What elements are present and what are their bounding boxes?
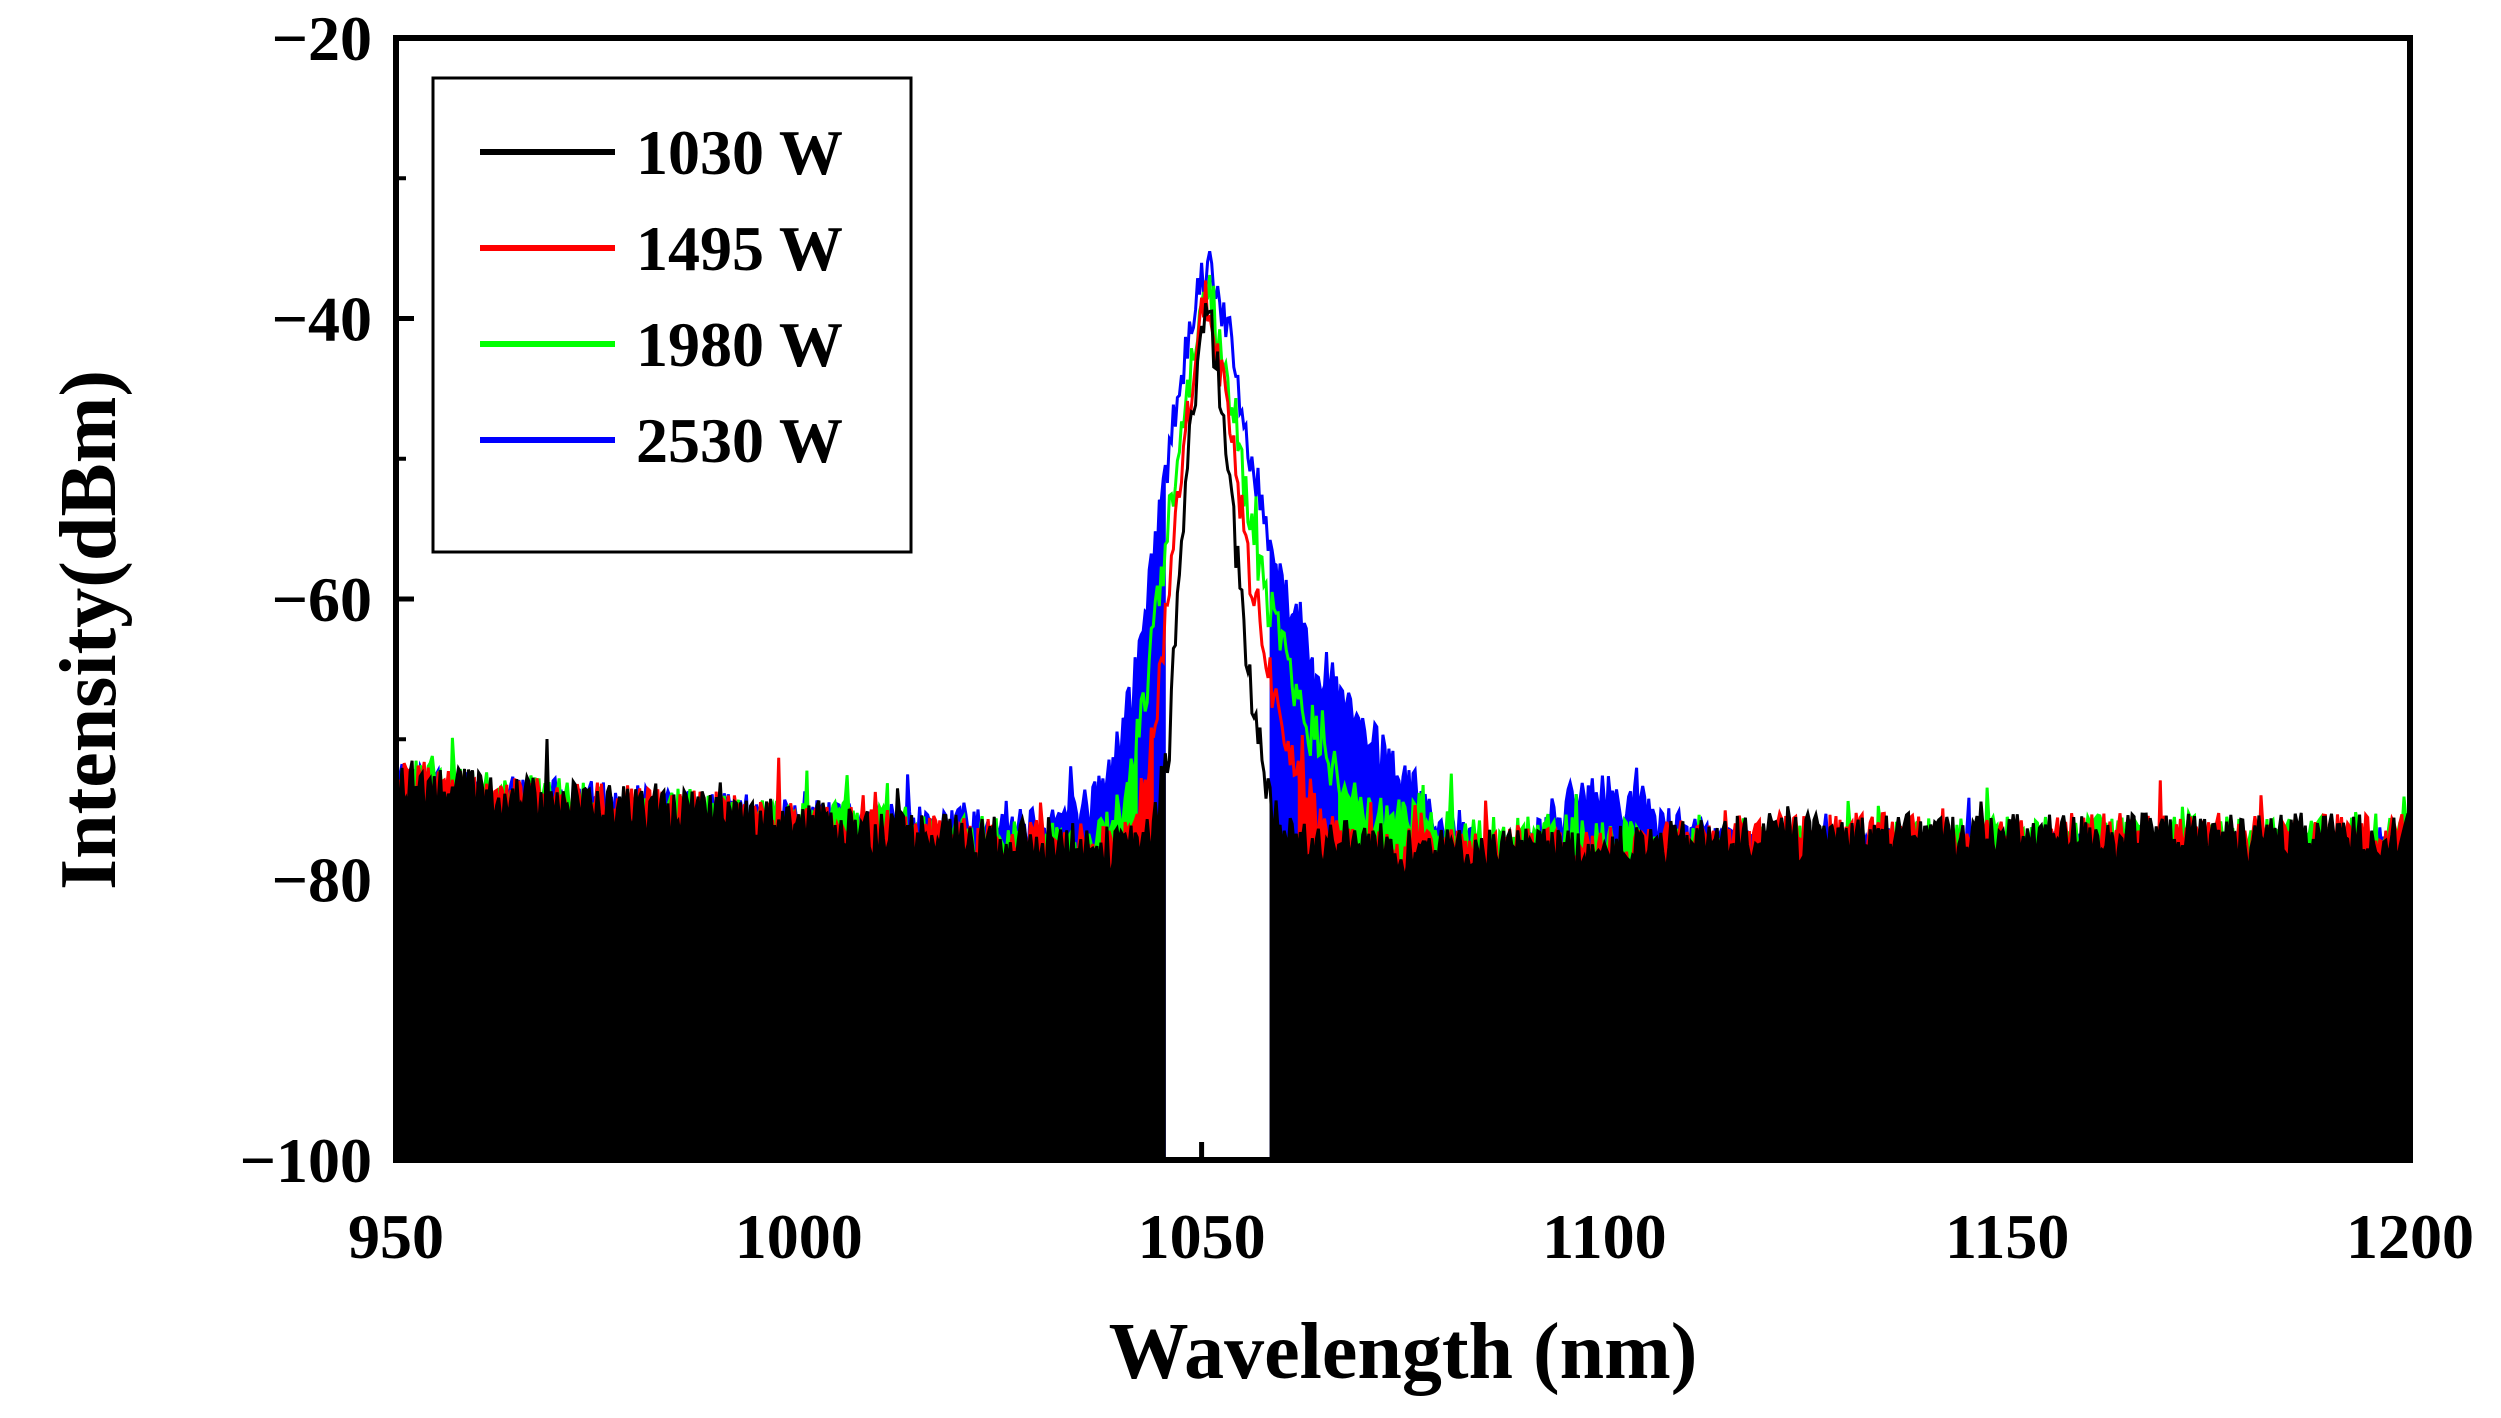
y-tick-label: −80 xyxy=(272,845,372,916)
x-tick-label: 1050 xyxy=(1138,1201,1266,1272)
x-tick-label: 1150 xyxy=(1945,1201,2069,1272)
y-tick-label: −40 xyxy=(272,284,372,355)
x-tick-label: 950 xyxy=(348,1201,444,1272)
y-tick-label: −20 xyxy=(272,3,372,74)
y-tick-label: −100 xyxy=(240,1125,372,1196)
legend-label: 1980 W xyxy=(636,309,843,380)
x-tick-label: 1100 xyxy=(1542,1201,1666,1272)
y-axis-title: Intensity(dBm) xyxy=(45,370,133,890)
x-tick-label: 1200 xyxy=(2346,1201,2474,1272)
legend-label: 2530 W xyxy=(636,405,843,476)
x-axis-title: Wavelength (nm) xyxy=(1109,1308,1698,1396)
y-tick-label: −60 xyxy=(272,564,372,635)
axis-ticks: 950 1000 1050 1100 1150 1200 −20 −40 −60 −80 −100 xyxy=(240,3,2474,1272)
series-1030-w xyxy=(396,302,2410,1160)
series-line xyxy=(396,302,2410,894)
series-layer xyxy=(396,250,2410,1160)
legend-box xyxy=(431,76,913,554)
legend: 1030 W 1495 W 1980 W 2530 W xyxy=(431,76,913,554)
legend-label: 1495 W xyxy=(636,213,843,284)
legend-label: 1030 W xyxy=(636,117,843,188)
x-tick-label: 1000 xyxy=(735,1201,863,1272)
